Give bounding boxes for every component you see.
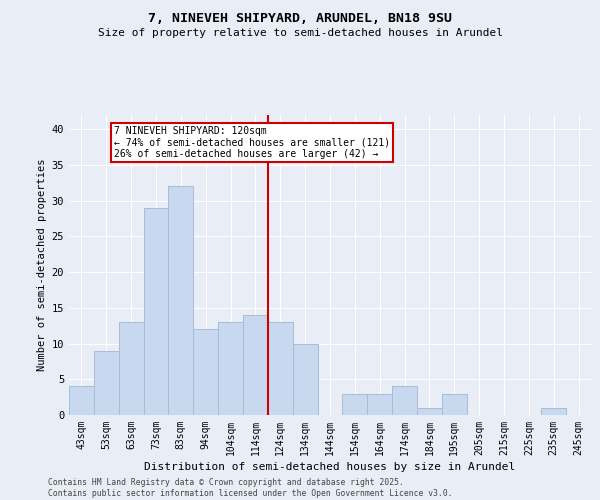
Bar bbox=[169, 186, 193, 415]
Bar bbox=[243, 315, 268, 415]
Bar bbox=[541, 408, 566, 415]
Bar bbox=[218, 322, 243, 415]
Bar bbox=[268, 322, 293, 415]
Bar bbox=[69, 386, 94, 415]
Bar bbox=[343, 394, 367, 415]
Text: 7 NINEVEH SHIPYARD: 120sqm
← 74% of semi-detached houses are smaller (121)
26% o: 7 NINEVEH SHIPYARD: 120sqm ← 74% of semi… bbox=[114, 126, 390, 159]
Text: Contains HM Land Registry data © Crown copyright and database right 2025.
Contai: Contains HM Land Registry data © Crown c… bbox=[48, 478, 452, 498]
Bar bbox=[417, 408, 442, 415]
Y-axis label: Number of semi-detached properties: Number of semi-detached properties bbox=[37, 159, 47, 371]
Text: 7, NINEVEH SHIPYARD, ARUNDEL, BN18 9SU: 7, NINEVEH SHIPYARD, ARUNDEL, BN18 9SU bbox=[148, 12, 452, 26]
Bar bbox=[193, 330, 218, 415]
Bar bbox=[367, 394, 392, 415]
Bar bbox=[442, 394, 467, 415]
X-axis label: Distribution of semi-detached houses by size in Arundel: Distribution of semi-detached houses by … bbox=[145, 462, 515, 472]
Bar bbox=[293, 344, 317, 415]
Bar bbox=[94, 350, 119, 415]
Bar bbox=[119, 322, 143, 415]
Bar bbox=[143, 208, 169, 415]
Bar bbox=[392, 386, 417, 415]
Text: Size of property relative to semi-detached houses in Arundel: Size of property relative to semi-detach… bbox=[97, 28, 503, 38]
